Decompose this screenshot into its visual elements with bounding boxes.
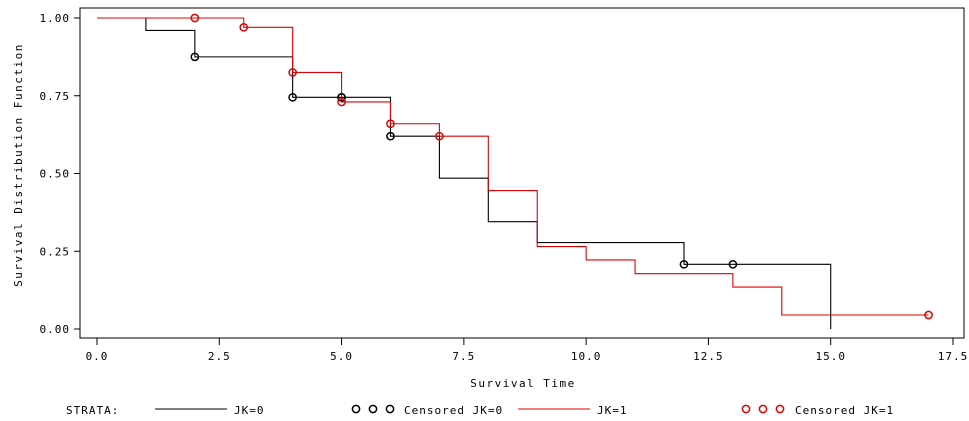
censor-marker-jk0 [386,131,395,141]
legend-censor-markers-jk1 [741,404,785,414]
x-tick-label: 5.0 [330,350,353,363]
legend-label-jk0: JK=0 [234,404,265,417]
censor-marker-icon [775,404,785,414]
x-tick-label: 15.0 [815,350,846,363]
x-axis-title: Survival Time [470,377,576,390]
censor-marker-jk1 [288,68,298,77]
x-tick-label: 2.5 [208,350,231,363]
censor-marker-jk1 [239,22,249,32]
x-tick-label: 7.5 [452,350,475,363]
legend-censor-markers-jk0 [351,404,395,414]
legend-label-jk1: JK=1 [597,404,628,417]
x-axis: 0.0 2.5 5.0 7.5 10.0 12.5 15.0 17.5 [86,338,969,363]
censor-marker-jk1 [435,131,444,141]
x-tick-label: 12.5 [693,350,724,363]
censor-marker-jk0 [679,259,689,269]
censor-marker-icon [368,404,378,414]
legend-label-censored-jk0: Censored JK=0 [404,404,503,417]
legend-title: STRATA: [66,404,119,417]
censor-marker-jk1 [337,97,346,107]
censor-marker-jk0 [288,92,298,102]
y-tick-label: 0.75 [40,90,71,103]
legend-label-censored-jk1: Censored JK=1 [795,404,894,417]
censor-marker-jk1 [386,119,395,129]
censor-marker-icon [351,404,361,414]
x-tick-label: 0.0 [86,350,109,363]
x-tick-label: 17.5 [938,350,969,363]
y-tick-label: 1.00 [40,12,71,25]
censor-layer [190,13,933,320]
y-tick-label: 0.25 [40,245,71,258]
y-axis-title: Survival Distribution Function [12,43,25,287]
censor-marker-jk0 [337,92,346,102]
censor-marker-icon [385,404,395,414]
censor-marker-jk1 [924,310,933,320]
censor-marker-icon [758,404,768,414]
series-layer [97,17,929,329]
legend: STRATA: JK=0 Censored JK=0 JK=1 Censored… [66,404,894,417]
censor-marker-icon [741,404,751,414]
x-tick-label: 10.0 [571,350,602,363]
survival-curve-jk1 [97,17,929,316]
censor-marker-jk1 [190,13,200,23]
y-tick-label: 0.50 [40,168,71,181]
y-tick-label: 0.00 [40,323,71,336]
censor-marker-jk0 [190,52,200,62]
y-axis: 0.00 0.25 0.50 0.75 1.00 [40,12,80,336]
censor-marker-jk0 [728,259,738,269]
